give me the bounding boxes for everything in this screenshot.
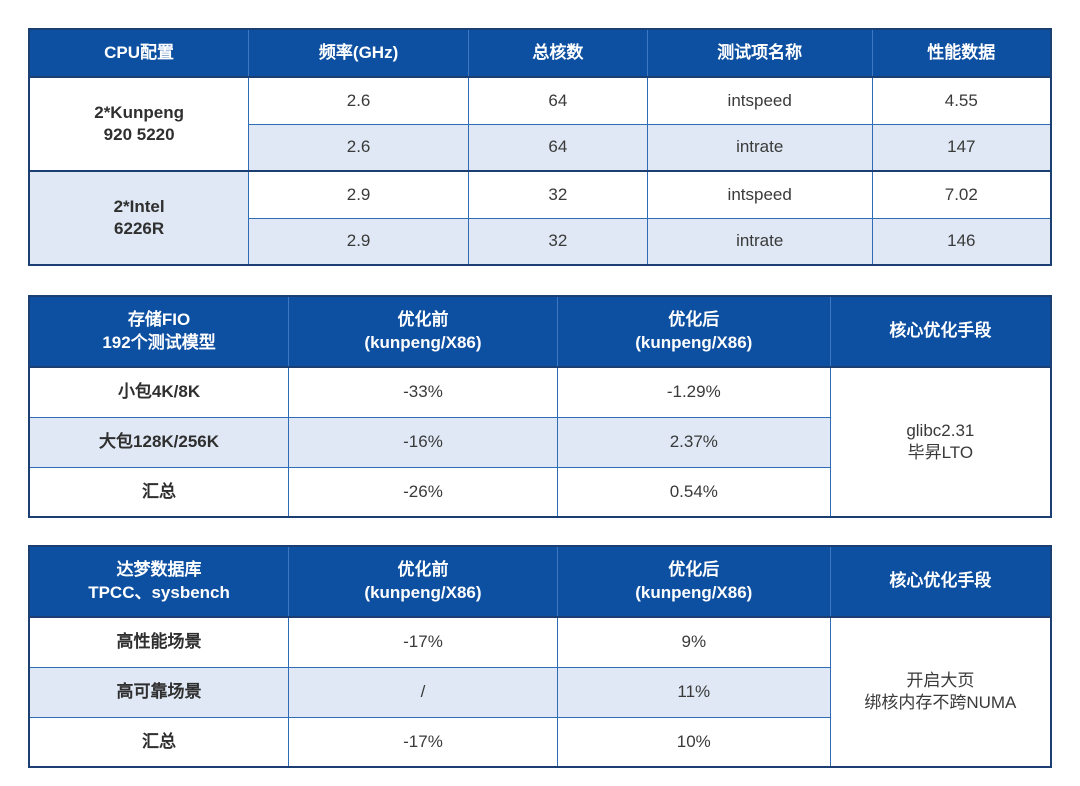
storage-fio-table: 存储FIO 192个测试模型 优化前 (kunpeng/X86) 优化后 (ku… — [28, 295, 1052, 518]
col-header-test-item: 测试项名称 — [646, 28, 873, 78]
col-header-perf-data: 性能数据 — [871, 28, 1052, 78]
cpu-table-body: 2*Kunpeng 920 5220 2.6 64 intspeed 4.55 … — [28, 76, 1052, 266]
cell-after: 0.54% — [556, 466, 831, 518]
cell-perf: 4.55 — [871, 76, 1052, 125]
col-header-core-method: 核心优化手段 — [829, 295, 1052, 368]
cell-scenario: 汇总 — [28, 716, 290, 768]
table-row: 高可靠场景 / 11% — [28, 666, 1051, 718]
col-header-frequency: 频率(GHz) — [248, 28, 469, 78]
cell-before: -17% — [288, 716, 558, 768]
dm-table-body: 高性能场景 -17% 9% 开启大页 绑核内存不跨NUMA 高可靠场景 / 11… — [28, 616, 1052, 768]
col-header-total-cores: 总核数 — [467, 28, 648, 78]
cell-frequency: 2.9 — [248, 217, 469, 266]
cell-before: -16% — [288, 416, 558, 468]
cell-cores: 32 — [467, 170, 648, 219]
cell-perf: 146 — [871, 217, 1052, 266]
cell-cores: 32 — [467, 217, 648, 266]
col-header-dm-benchmarks: 达梦数据库 TPCC、sysbench — [28, 545, 290, 618]
table-row: 2*Intel 6226R 2.9 32 intspeed 7.02 — [28, 170, 1052, 266]
col-header-after-opt: 优化后 (kunpeng/X86) — [556, 545, 831, 618]
cell-cores: 64 — [467, 76, 648, 125]
cell-after: 9% — [556, 616, 831, 668]
cell-test-item: intspeed — [646, 170, 873, 219]
cell-scenario: 高可靠场景 — [28, 666, 290, 718]
cell-frequency: 2.6 — [248, 123, 469, 172]
table-row: 2.6 64 intrate 147 — [29, 123, 1052, 172]
cell-scenario: 汇总 — [28, 466, 290, 518]
cpu-group-kunpeng: 2*Kunpeng 920 5220 — [28, 76, 250, 172]
cpu-group-intel: 2*Intel 6226R — [28, 170, 250, 266]
header-row: 达梦数据库 TPCC、sysbench 优化前 (kunpeng/X86) 优化… — [28, 545, 1052, 618]
cell-perf: 147 — [871, 123, 1052, 172]
dm-database-table: 达梦数据库 TPCC、sysbench 优化前 (kunpeng/X86) 优化… — [28, 545, 1052, 768]
cell-core-method: 开启大页 绑核内存不跨NUMA — [829, 616, 1052, 768]
header-row: 存储FIO 192个测试模型 优化前 (kunpeng/X86) 优化后 (ku… — [28, 295, 1052, 368]
cell-perf: 7.02 — [871, 170, 1052, 219]
cell-frequency: 2.6 — [248, 76, 469, 125]
cell-after: 10% — [556, 716, 831, 768]
cell-test-item: intrate — [646, 217, 873, 266]
cell-after: 11% — [556, 666, 831, 718]
cell-frequency: 2.9 — [248, 170, 469, 219]
cell-before: -26% — [288, 466, 558, 518]
cpu-benchmark-table: CPU配置 频率(GHz) 总核数 测试项名称 性能数据 2*Kunpeng 9… — [28, 28, 1052, 266]
cell-before: -33% — [288, 366, 558, 418]
dm-table-header: 达梦数据库 TPCC、sysbench 优化前 (kunpeng/X86) 优化… — [28, 545, 1052, 618]
cell-scenario: 大包128K/256K — [28, 416, 290, 468]
col-header-cpu-config: CPU配置 — [28, 28, 250, 78]
col-header-fio-models: 存储FIO 192个测试模型 — [28, 295, 290, 368]
cell-scenario: 小包4K/8K — [28, 366, 290, 418]
fio-table-body: 小包4K/8K -33% -1.29% glibc2.31 毕昇LTO 大包12… — [28, 366, 1052, 518]
col-header-before-opt: 优化前 (kunpeng/X86) — [288, 545, 558, 618]
table-row: 高性能场景 -17% 9% 开启大页 绑核内存不跨NUMA — [28, 616, 1052, 768]
col-header-core-method: 核心优化手段 — [829, 545, 1052, 618]
cell-core-method: glibc2.31 毕昇LTO — [829, 366, 1052, 518]
col-header-after-opt: 优化后 (kunpeng/X86) — [556, 295, 831, 368]
cell-test-item: intrate — [646, 123, 873, 172]
table-row: 汇总 -17% 10% — [28, 716, 1051, 768]
cell-before: / — [288, 666, 558, 718]
cell-before: -17% — [288, 616, 558, 668]
fio-table-header: 存储FIO 192个测试模型 优化前 (kunpeng/X86) 优化后 (ku… — [28, 295, 1052, 368]
cpu-table-header: CPU配置 频率(GHz) 总核数 测试项名称 性能数据 — [28, 28, 1052, 78]
table-row: 小包4K/8K -33% -1.29% glibc2.31 毕昇LTO — [28, 366, 1052, 518]
header-row: CPU配置 频率(GHz) 总核数 测试项名称 性能数据 — [28, 28, 1052, 78]
table-row: 汇总 -26% 0.54% — [28, 466, 1051, 518]
cell-scenario: 高性能场景 — [28, 616, 290, 668]
table-row: 2.9 32 intrate 146 — [29, 217, 1052, 266]
cell-test-item: intspeed — [646, 76, 873, 125]
col-header-before-opt: 优化前 (kunpeng/X86) — [288, 295, 558, 368]
table-row: 大包128K/256K -16% 2.37% — [28, 416, 1051, 468]
cell-cores: 64 — [467, 123, 648, 172]
cell-after: 2.37% — [556, 416, 831, 468]
table-row: 2*Kunpeng 920 5220 2.6 64 intspeed 4.55 — [28, 76, 1052, 172]
cell-after: -1.29% — [556, 366, 831, 418]
